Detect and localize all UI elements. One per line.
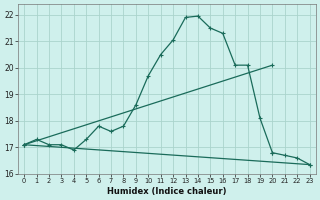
X-axis label: Humidex (Indice chaleur): Humidex (Indice chaleur) <box>107 187 227 196</box>
